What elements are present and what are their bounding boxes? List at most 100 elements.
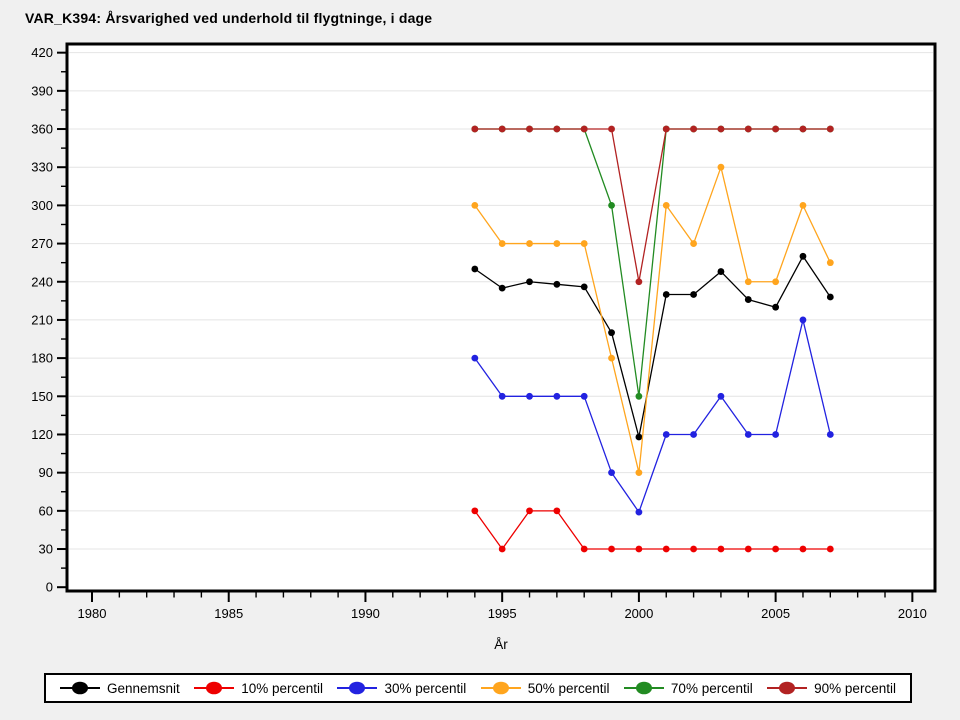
data-point bbox=[799, 252, 807, 260]
data-point bbox=[717, 268, 725, 275]
x-tick-label: 2005 bbox=[761, 606, 790, 621]
data-point bbox=[799, 545, 807, 553]
legend-item-90-percentil: 90% percentil bbox=[767, 680, 896, 696]
data-point bbox=[717, 392, 725, 400]
legend-item-gennemsnit: Gennemsnit bbox=[60, 680, 180, 696]
y-tick-label: 120 bbox=[31, 427, 53, 442]
data-point bbox=[826, 545, 834, 553]
y-tick-label: 420 bbox=[31, 45, 53, 60]
y-tick-label: 330 bbox=[31, 160, 53, 175]
data-point bbox=[471, 265, 479, 273]
legend-marker-icon bbox=[480, 681, 521, 695]
data-point bbox=[553, 280, 561, 288]
data-point bbox=[471, 125, 479, 133]
y-tick-label: 210 bbox=[31, 312, 53, 327]
data-point bbox=[526, 392, 533, 400]
y-tick-label: 30 bbox=[39, 542, 53, 557]
data-point bbox=[662, 431, 670, 438]
y-tick-label: 180 bbox=[31, 351, 53, 366]
data-point bbox=[690, 240, 697, 247]
data-point bbox=[826, 431, 834, 438]
data-point bbox=[826, 293, 834, 301]
data-point bbox=[498, 284, 506, 292]
series-50-percentil bbox=[471, 163, 834, 477]
data-point bbox=[635, 392, 643, 400]
data-point bbox=[744, 296, 752, 303]
data-point bbox=[608, 354, 615, 362]
data-point bbox=[826, 259, 834, 267]
x-tick-label: 1980 bbox=[78, 606, 107, 621]
data-point bbox=[526, 278, 533, 286]
data-point bbox=[635, 278, 643, 286]
legend-item-label: 10% percentil bbox=[241, 680, 324, 696]
data-point bbox=[580, 283, 588, 291]
legend-item-label: Gennemsnit bbox=[107, 680, 180, 696]
plot-area bbox=[67, 44, 935, 591]
data-point bbox=[498, 240, 506, 247]
data-point bbox=[717, 125, 725, 133]
legend-item-70-percentil: 70% percentil bbox=[623, 680, 753, 696]
data-point bbox=[553, 125, 561, 133]
data-point bbox=[498, 392, 506, 400]
legend-marker-icon bbox=[337, 681, 378, 695]
data-point bbox=[662, 291, 670, 298]
data-point bbox=[471, 507, 479, 515]
data-point bbox=[772, 303, 780, 311]
y-tick-label: 240 bbox=[31, 274, 53, 289]
data-point bbox=[580, 125, 588, 133]
data-point bbox=[744, 125, 752, 133]
series-gennemsnit bbox=[471, 252, 834, 441]
data-point bbox=[608, 469, 615, 477]
legend-item-10-percentil: 10% percentil bbox=[194, 680, 323, 696]
y-tick-label: 0 bbox=[46, 580, 53, 595]
data-point bbox=[690, 125, 697, 133]
data-point bbox=[635, 433, 643, 441]
data-point bbox=[744, 278, 752, 286]
data-point bbox=[772, 125, 780, 133]
data-point bbox=[608, 329, 615, 337]
data-point bbox=[717, 163, 725, 171]
y-tick-label: 270 bbox=[31, 236, 53, 251]
x-tick-label: 1995 bbox=[488, 606, 517, 621]
x-tick-label: 1985 bbox=[214, 606, 243, 621]
data-point bbox=[635, 545, 643, 553]
y-tick-label: 390 bbox=[31, 83, 53, 98]
series-90-percentil bbox=[471, 125, 834, 286]
data-point bbox=[526, 240, 533, 247]
series-group bbox=[471, 125, 834, 553]
legend-item-label: 70% percentil bbox=[670, 680, 753, 696]
legend: Gennemsnit 10% percentil 30% percentil 50% … bbox=[44, 673, 912, 703]
series-30-percentil bbox=[471, 316, 834, 516]
legend-item-label: 50% percentil bbox=[527, 680, 610, 696]
x-tick-label: 2010 bbox=[898, 606, 927, 621]
x-axis-label: År bbox=[494, 637, 508, 652]
legend-marker-icon bbox=[623, 681, 664, 695]
data-point bbox=[717, 545, 725, 553]
data-point bbox=[744, 431, 752, 438]
x-tick-label: 1990 bbox=[351, 606, 380, 621]
data-point bbox=[690, 545, 697, 553]
y-tick-label: 90 bbox=[39, 465, 53, 480]
data-point bbox=[471, 201, 479, 209]
data-point bbox=[662, 545, 670, 553]
data-point bbox=[635, 469, 643, 477]
data-point bbox=[662, 201, 670, 209]
data-point bbox=[608, 201, 615, 209]
data-point bbox=[580, 392, 588, 400]
data-point bbox=[799, 316, 807, 324]
data-point bbox=[608, 545, 615, 553]
y-axis: 0 30 60 90 120 150 180 210 240 270 300 330 360 390 420 bbox=[31, 45, 66, 595]
data-point bbox=[498, 545, 506, 553]
data-point bbox=[772, 278, 780, 286]
legend-item-label: 90% percentil bbox=[814, 680, 896, 696]
legend-marker-icon bbox=[767, 681, 808, 695]
legend-marker-icon bbox=[60, 681, 100, 695]
legend-item-label: 30% percentil bbox=[384, 680, 467, 696]
data-point bbox=[690, 431, 697, 438]
data-point bbox=[471, 354, 479, 362]
data-point bbox=[744, 545, 752, 553]
data-point bbox=[635, 508, 643, 516]
plot-border bbox=[65, 42, 937, 593]
data-point bbox=[553, 392, 561, 400]
